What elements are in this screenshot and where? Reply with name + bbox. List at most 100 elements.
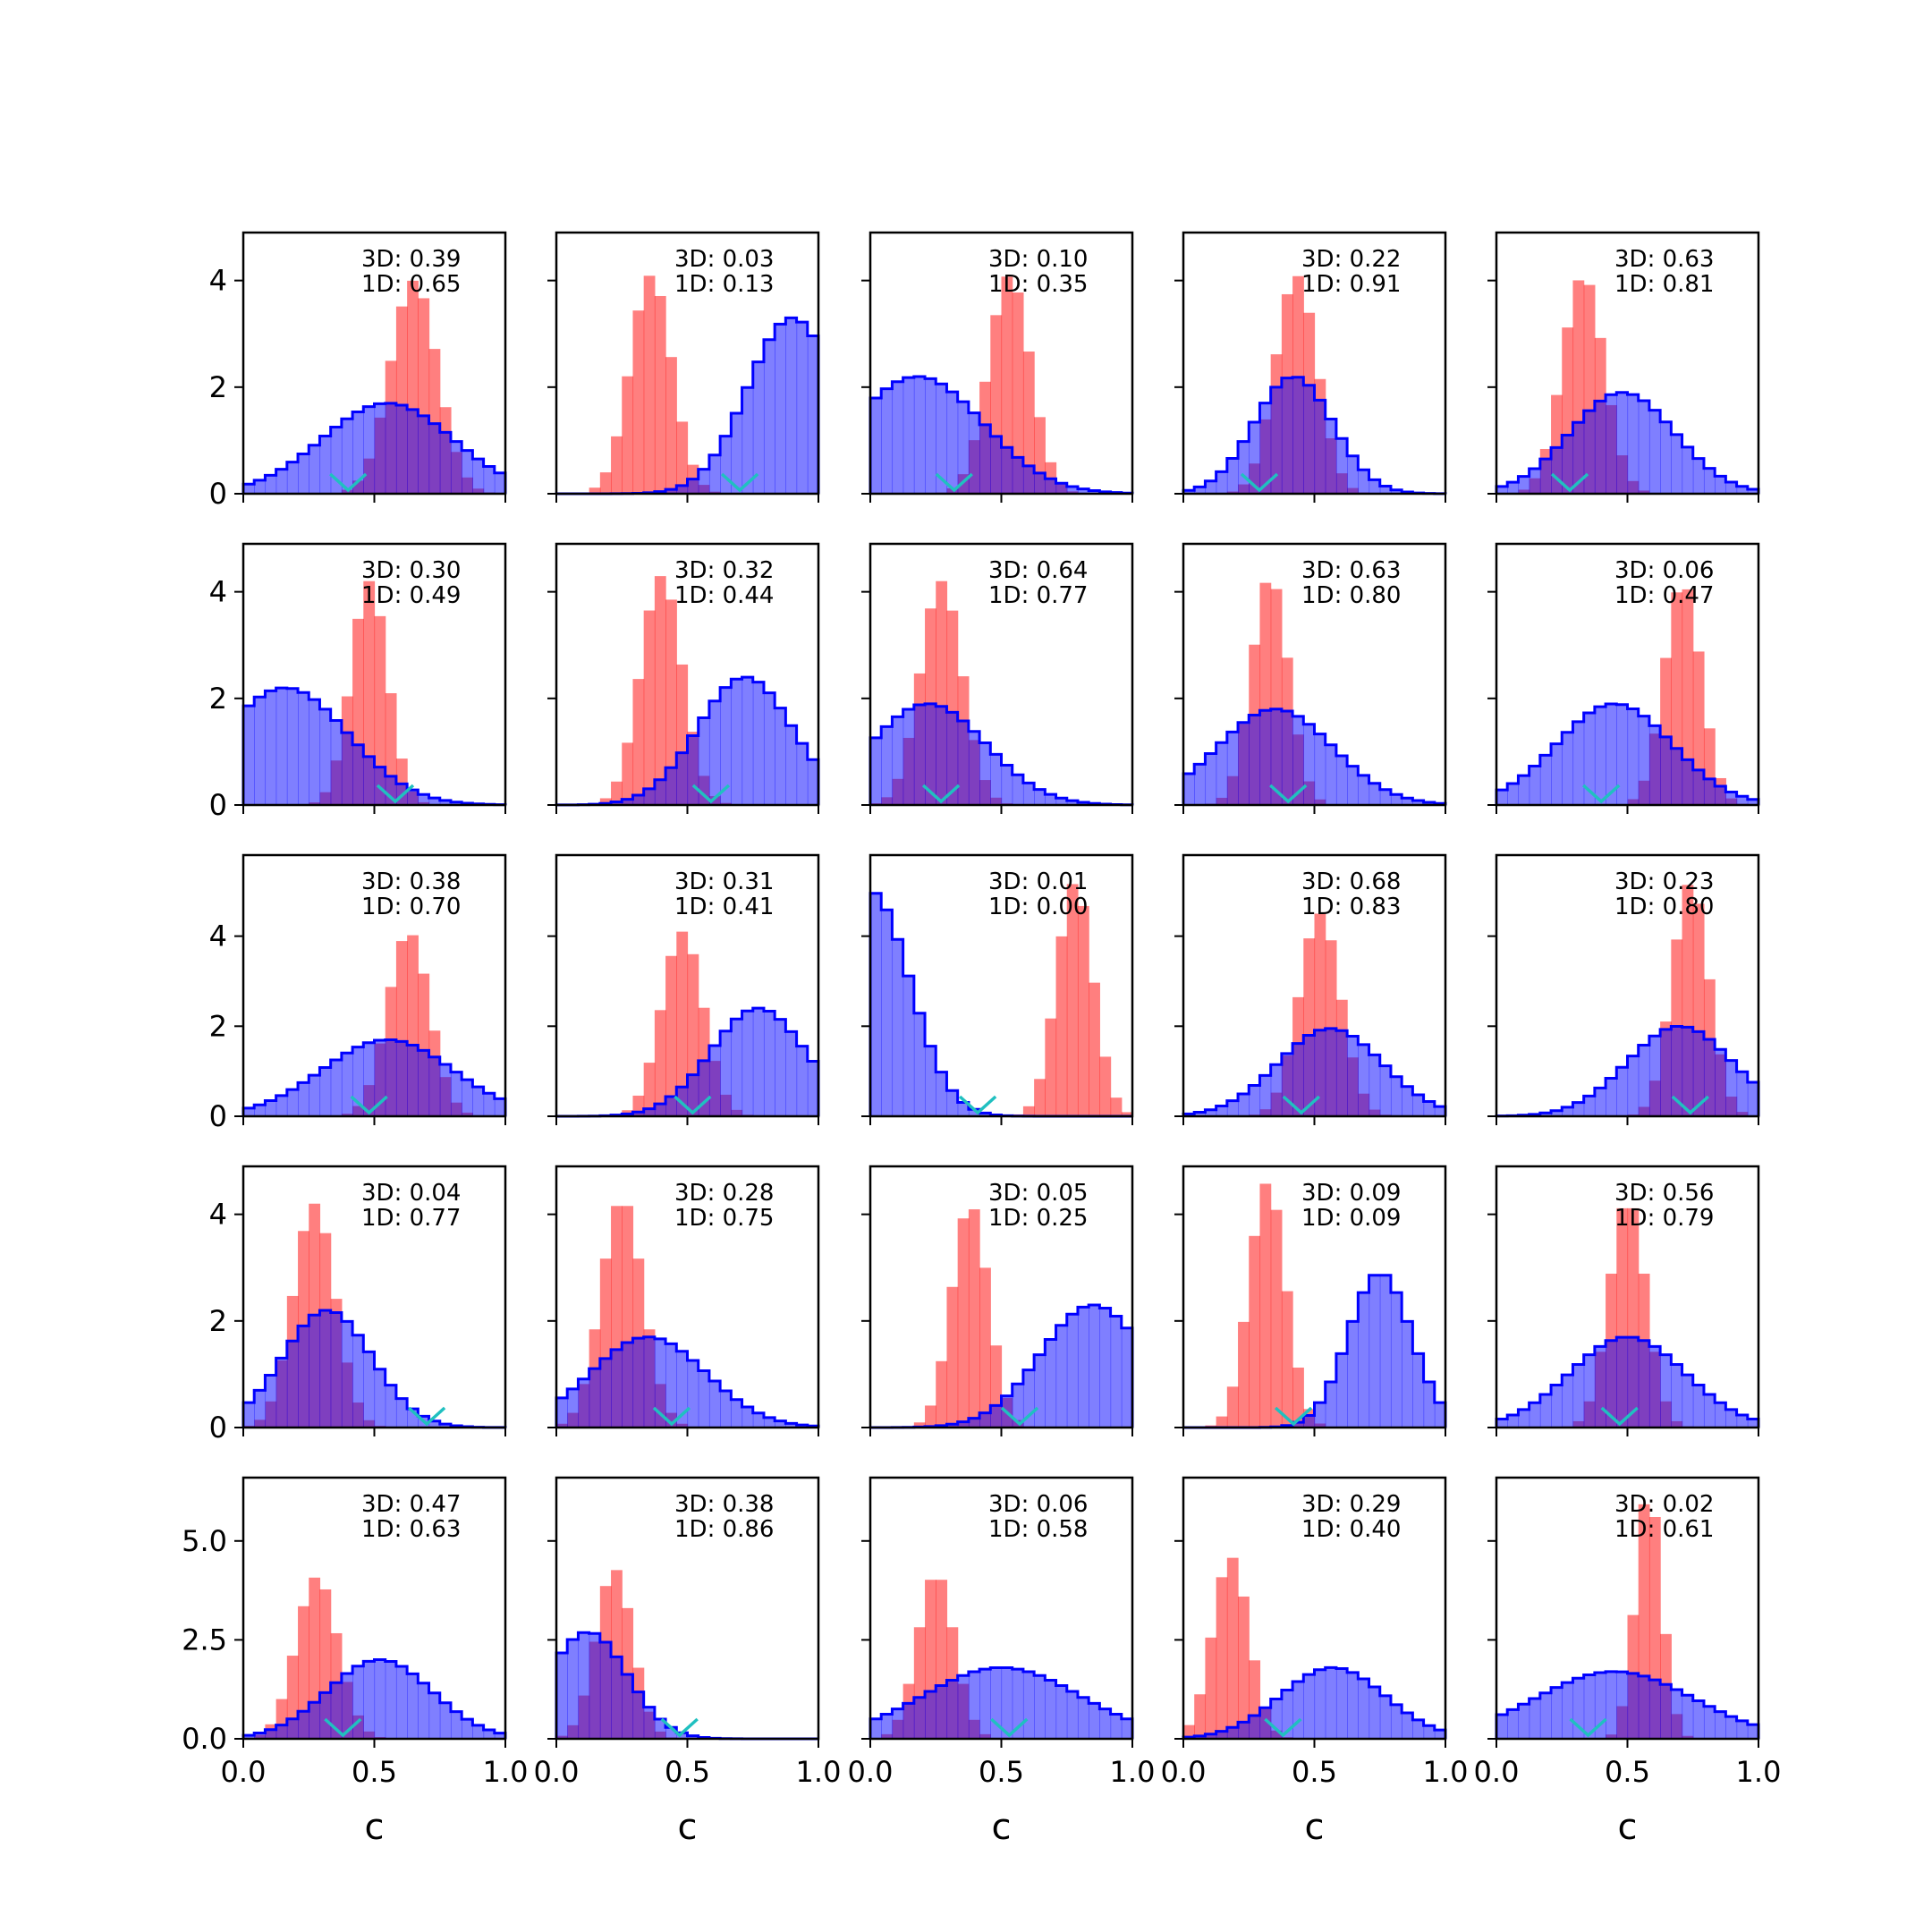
red-hist-bar <box>1194 1694 1207 1739</box>
marker-chevron <box>376 784 415 804</box>
blue-hist-bar <box>676 752 689 805</box>
blue-hist-bar <box>1507 783 1520 805</box>
blue-hist-bar <box>1671 1026 1683 1116</box>
red-hist-bar <box>1259 1183 1272 1428</box>
blue-hist-bar <box>1747 799 1759 805</box>
marker-chevron <box>921 784 961 804</box>
blue-hist-bar <box>1089 1304 1100 1428</box>
x-tick-label: 0.5 <box>979 1755 1024 1789</box>
red-hist-bar <box>1226 1557 1239 1739</box>
red-hist-bar <box>925 1405 936 1428</box>
blue-hist-bar <box>741 1407 754 1428</box>
red-hist-bar <box>1121 1112 1133 1116</box>
blue-hist-bar <box>752 1412 765 1428</box>
blue-hist-bar <box>1539 1113 1552 1116</box>
blue-hist-bar <box>439 1424 452 1428</box>
blue-hist-bar <box>698 1060 710 1116</box>
blue-hist-bar <box>309 1315 321 1428</box>
blue-hist-bar <box>599 1642 612 1739</box>
blue-hist-bar <box>385 1039 397 1116</box>
blue-hist-bar <box>428 1420 441 1428</box>
blue-hist-bar <box>1627 1055 1640 1116</box>
blue-hist-bar <box>341 1053 353 1116</box>
blue-hist-bar <box>611 1349 623 1428</box>
blue-hist-bar <box>1606 1340 1617 1428</box>
blue-hist-bar <box>1682 1695 1694 1739</box>
blue-hist-bar <box>731 679 743 805</box>
blue-hist-bar <box>870 1718 882 1739</box>
blue-hist-bar <box>892 716 904 805</box>
blue-hist-bar <box>1281 1053 1293 1116</box>
blue-hist-bar <box>1335 1668 1348 1739</box>
blue-hist-bar <box>265 1100 277 1116</box>
blue-hist-bar <box>265 691 277 805</box>
blue-hist-bar <box>1194 1112 1207 1116</box>
blue-hist-outline <box>1182 1665 1447 1739</box>
blue-hist-bar <box>1434 1730 1446 1739</box>
blue-hist-bar <box>407 1045 419 1116</box>
blue-hist-bar <box>254 479 267 494</box>
blue-hist-bar <box>472 459 485 494</box>
y-tick-label: 4 <box>209 1198 227 1232</box>
blue-hist-bar <box>708 1381 721 1428</box>
blue-hist-bar <box>1226 458 1239 494</box>
blue-hist-bar <box>1379 1275 1392 1428</box>
blue-hist-bar <box>720 687 732 805</box>
blue-hist-outline <box>242 1038 507 1116</box>
blue-hist-bar <box>450 441 462 494</box>
blue-hist-bar <box>1551 1385 1563 1428</box>
marker-chevron <box>1582 784 1621 804</box>
blue-hist-bar <box>298 1082 309 1116</box>
blue-hist-bar <box>1539 1394 1552 1428</box>
blue-hist-bar <box>1606 394 1617 494</box>
blue-hist-bar <box>309 1702 321 1739</box>
blue-hist-bar <box>1001 765 1013 805</box>
blue-hist-bar <box>1183 490 1195 494</box>
blue-hist-bar <box>957 1421 970 1428</box>
x-tick-label: 0.0 <box>848 1755 894 1789</box>
blue-hist-bar <box>1292 1043 1304 1116</box>
blue-hist-bar <box>643 1336 656 1428</box>
blue-hist-bar <box>1572 1364 1585 1428</box>
blue-hist-bar <box>1259 710 1272 805</box>
blue-hist-bar <box>1249 422 1261 494</box>
blue-hist-bar <box>1325 1028 1337 1116</box>
blue-hist-bar <box>243 706 255 805</box>
blue-hist-bar <box>1496 790 1508 805</box>
blue-hist-bar <box>286 688 299 805</box>
blue-hist-bar <box>687 735 699 805</box>
blue-hist-bar <box>1379 486 1392 494</box>
blue-hist-bar <box>1001 1667 1013 1739</box>
blue-hist-bar <box>1518 775 1530 805</box>
red-hist-bar <box>1270 1209 1283 1428</box>
blue-hist-bar <box>785 1031 798 1116</box>
blue-hist-bar <box>968 1418 980 1428</box>
blue-hist-bar <box>1034 789 1046 805</box>
blue-hist-bar <box>1583 411 1596 494</box>
blue-hist-bar <box>708 454 721 494</box>
blue-hist-bar <box>1715 1711 1726 1739</box>
blue-hist-bar <box>1249 1715 1261 1739</box>
x-tick-label: 1.0 <box>1423 1755 1469 1789</box>
blue-hist-bar <box>275 1358 288 1428</box>
blue-hist-bar <box>1551 1110 1563 1116</box>
blue-hist-bar <box>1089 490 1100 494</box>
blue-hist-bar <box>1616 392 1629 494</box>
blue-hist-bar <box>665 489 677 494</box>
blue-hist-bar <box>957 1102 970 1116</box>
blue-hist-bar <box>363 1352 376 1428</box>
blue-hist-bar <box>1121 1327 1133 1428</box>
blue-hist-bar <box>1066 801 1079 805</box>
x-axis-label: c <box>365 1807 385 1848</box>
blue-hist-bar <box>1518 1409 1530 1428</box>
blue-hist-bar <box>1303 385 1316 494</box>
blue-hist-bar <box>870 397 882 494</box>
blue-hist-bar <box>946 1090 959 1116</box>
annotation-3d: 3D: 0.22 <box>1301 246 1401 273</box>
blue-hist-bar <box>752 1008 765 1116</box>
blue-hist-bar <box>1518 1704 1530 1739</box>
blue-hist-bar <box>1594 707 1606 805</box>
